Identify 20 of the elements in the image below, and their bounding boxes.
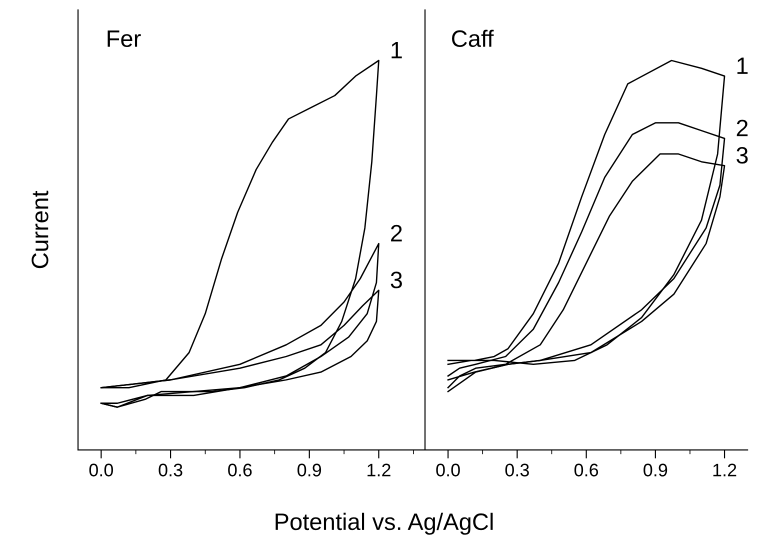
chart-title: Caff [452,30,494,48]
x-tick-label: 1.2 [713,464,736,476]
series-label: 3 [390,272,402,288]
x-tick-label: 0.3 [505,464,529,476]
x-tick-label: 0.9 [298,464,322,476]
x-tick-label: 0.6 [574,464,598,476]
series-label: 3 [736,146,748,164]
chart-title: Fer [108,30,141,48]
x-tick-label: 0.0 [89,464,114,476]
x-tick-label: 1.2 [368,464,390,476]
series-label: 1 [737,58,748,74]
x-axis-title: Potential vs. Ag/AgCl [276,512,493,535]
series-label: 1 [392,42,402,58]
y-axis-title: Current [32,190,48,268]
x-tick-label: 0.6 [228,464,252,476]
series-label: 2 [736,120,748,136]
x-tick-label: 0.0 [436,464,460,476]
x-tick-label: 0.9 [644,464,668,476]
series-label: 2 [391,224,402,242]
x-tick-label: 0.3 [158,464,182,476]
